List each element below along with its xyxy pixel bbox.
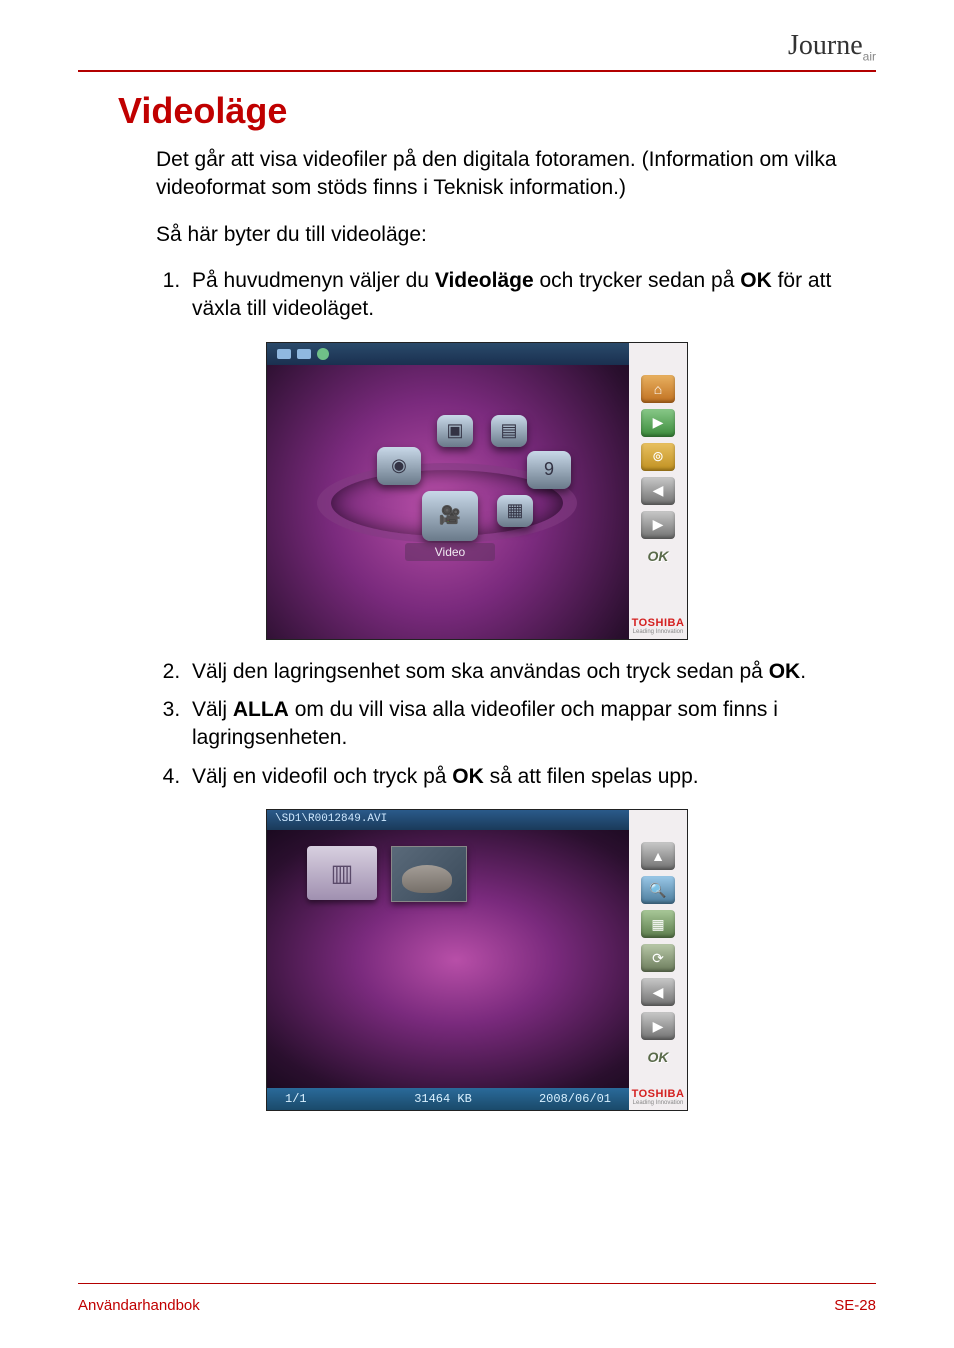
footer-right: SE-28: [834, 1297, 876, 1314]
intro-paragraph: Det går att visa videofiler på den digit…: [156, 146, 876, 203]
page-footer: Användarhandbok SE-28: [78, 1297, 876, 1314]
lead-paragraph: Så här byter du till videoläge:: [156, 221, 876, 249]
up-arrow-icon[interactable]: ▲: [641, 842, 675, 870]
steps-list-cont: Välj den lagringsenhet som ska användas …: [156, 658, 876, 791]
brand-name: TOSHIBA: [629, 617, 687, 629]
right-arrow-icon[interactable]: ▶: [641, 511, 675, 539]
menu-icon-calendar[interactable]: 9: [527, 451, 571, 489]
step-4: Välj en videofil och tryck på OK så att …: [186, 763, 876, 791]
screenshot-file-browser: \SD1\R0012849.AVI ▥ ▲ 🔍 ▦ ⟳ ◀ ▶ OK TOSHI…: [266, 809, 688, 1111]
logo-sub: air: [863, 50, 876, 64]
camera-icon[interactable]: ⊚: [641, 443, 675, 471]
menu-icon-photo[interactable]: ▣: [437, 415, 473, 447]
menu-icon-music[interactable]: ◉: [377, 447, 421, 485]
footer-left: Användarhandbok: [78, 1297, 200, 1314]
ok-button[interactable]: OK: [639, 545, 677, 567]
right-arrow-icon[interactable]: ▶: [641, 1012, 675, 1040]
status-page: 1/1: [285, 1092, 365, 1106]
video-thumbnail[interactable]: [391, 846, 467, 902]
left-arrow-icon[interactable]: ◀: [641, 978, 675, 1006]
brand-name: TOSHIBA: [629, 1088, 687, 1100]
ok-button[interactable]: OK: [639, 1046, 677, 1068]
brand-tagline: Leading Innovation: [629, 629, 687, 635]
brand-logo: Journeair: [788, 30, 876, 64]
brand-block: TOSHIBA Leading Innovation: [629, 1088, 687, 1106]
status-size: 31464 KB: [365, 1092, 521, 1106]
path-bar: \SD1\R0012849.AVI: [267, 810, 629, 830]
step-2: Välj den lagringsenhet som ska användas …: [186, 658, 876, 686]
topbar: [267, 343, 687, 365]
menu-selected-label: Video: [405, 543, 495, 561]
brand-tagline: Leading Innovation: [629, 1100, 687, 1106]
menu-icon-settings[interactable]: ▦: [497, 495, 533, 527]
menu-icon-slideshow[interactable]: ▤: [491, 415, 527, 447]
menu-icon-video-selected[interactable]: 🎥: [422, 491, 478, 541]
step-1: På huvudmenyn väljer du Videoläge och tr…: [186, 267, 876, 324]
side-panel: ⌂ ▶ ⊚ ◀ ▶ OK TOSHIBA Leading Innovation: [629, 343, 687, 639]
status-bar: 1/1 31464 KB 2008/06/01: [267, 1088, 629, 1110]
page: Journeair Videoläge Det går att visa vid…: [0, 0, 954, 1111]
page-title: Videoläge: [118, 90, 876, 132]
logo-main: Journe: [788, 30, 863, 61]
top-divider: [78, 70, 876, 72]
topbar-icon: [297, 349, 311, 359]
topbar-icon: [317, 348, 329, 360]
step-3: Välj ALLA om du vill visa alla videofile…: [186, 696, 876, 753]
left-arrow-icon[interactable]: ◀: [641, 477, 675, 505]
status-date: 2008/06/01: [521, 1092, 611, 1106]
folder-thumbnail[interactable]: ▥: [307, 846, 377, 900]
screenshot-main-menu: ▣ ▤ ◉ 9 🎥 ▦ Video ⌂ ▶ ⊚ ◀ ▶ OK TOSHIBA L…: [266, 342, 688, 640]
bottom-divider: [78, 1283, 876, 1284]
home-icon[interactable]: ⌂: [641, 375, 675, 403]
topbar-icon: [277, 349, 291, 359]
side-panel: ▲ 🔍 ▦ ⟳ ◀ ▶ OK TOSHIBA Leading Innovatio…: [629, 810, 687, 1110]
brand-block: TOSHIBA Leading Innovation: [629, 617, 687, 635]
steps-list: På huvudmenyn väljer du Videoläge och tr…: [156, 267, 876, 324]
zoom-icon[interactable]: 🔍: [641, 876, 675, 904]
slideshow-icon[interactable]: ▦: [641, 910, 675, 938]
rotate-icon[interactable]: ⟳: [641, 944, 675, 972]
play-icon[interactable]: ▶: [641, 409, 675, 437]
